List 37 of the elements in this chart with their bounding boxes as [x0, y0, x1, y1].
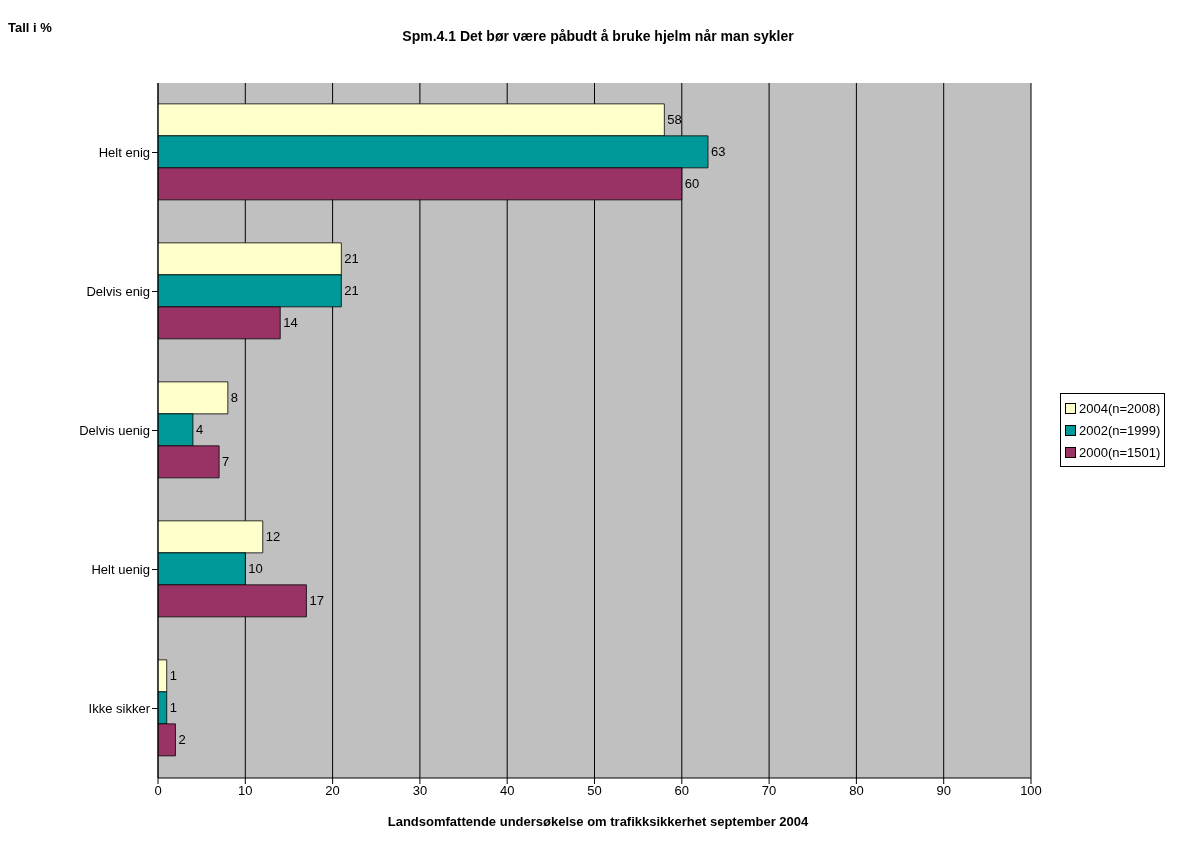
legend-label: 2004(n=2008) — [1079, 400, 1161, 416]
text: Landsomfattende undersøkelse om trafikksikkerhet september 2004 — [386, 814, 810, 829]
data-label: 63 — [710, 144, 726, 160]
data-label: 1 — [169, 700, 177, 716]
text: Tall i % — [8, 20, 52, 35]
y-tick-label: Helt enig — [98, 145, 150, 161]
y-tick-label: Helt uenig — [91, 562, 150, 578]
legend-label: 2002(n=1999) — [1079, 422, 1161, 438]
data-label: 21 — [344, 251, 359, 267]
data-label: 2 — [178, 732, 186, 748]
x-tick-label: 30 — [412, 783, 428, 799]
data-label: 12 — [265, 529, 281, 545]
x-tick-label: 20 — [325, 783, 340, 799]
y-tick-label: Delvis enig — [86, 284, 150, 300]
x-tick-label: 10 — [238, 783, 253, 799]
x-tick-label: 100 — [1020, 783, 1042, 799]
y-tick-label: Delvis uenig — [79, 423, 150, 439]
y-tick-label: Ikke sikker — [88, 701, 151, 717]
data-label: 7 — [222, 454, 230, 470]
data-label: 58 — [667, 112, 682, 128]
x-tick-label: 0 — [154, 783, 162, 799]
data-label: 1 — [169, 668, 177, 684]
data-label: 4 — [195, 422, 204, 438]
data-label: 17 — [309, 593, 324, 609]
legend-label: 2000(n=1501) — [1079, 444, 1161, 460]
data-label: 8 — [230, 390, 239, 406]
x-tick-label: 90 — [936, 783, 951, 799]
data-label: 14 — [283, 315, 298, 331]
data-label: 10 — [248, 561, 263, 577]
chart-title: Spm.4.1 Det bør være påbudt å bruke hjelm når man sykler — [401, 28, 795, 44]
data-label: 21 — [344, 283, 359, 299]
x-tick-label: 40 — [499, 783, 515, 799]
x-tick-label: 50 — [587, 783, 602, 799]
data-label: 60 — [684, 176, 700, 192]
x-tick-label: 80 — [849, 783, 864, 799]
x-tick-label: 70 — [761, 783, 777, 799]
x-tick-label: 60 — [674, 783, 690, 799]
